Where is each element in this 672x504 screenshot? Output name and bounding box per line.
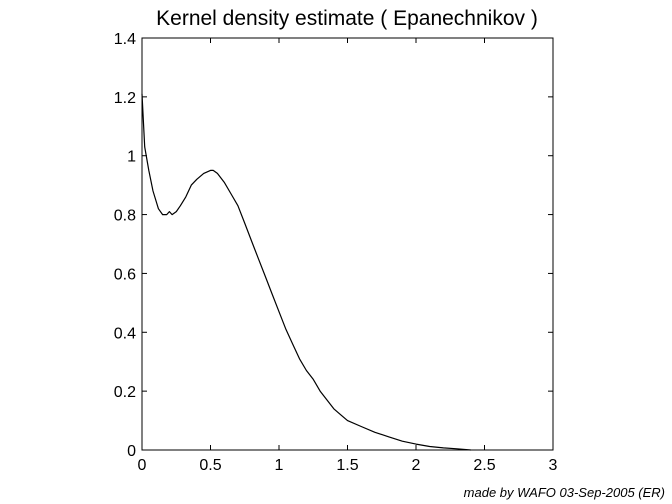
y-tick-label: 1 <box>127 149 136 166</box>
x-tick-label: 3 <box>549 457 558 474</box>
plot-area: 0 0.5 1 1.5 2 2.5 3 0 0.2 0.4 0.6 0.8 1 1.2 1.4 <box>114 31 558 474</box>
y-tick-label: 1.4 <box>114 31 136 48</box>
y-tick-label: 1.2 <box>114 90 136 107</box>
x-tick-label: 2 <box>412 457 421 474</box>
y-tick-label: 0.6 <box>114 266 136 283</box>
y-tick-label: 0.4 <box>114 325 136 342</box>
credit-text: made by WAFO 03-Sep-2005 (ER) <box>464 485 665 500</box>
x-tick-label: 0 <box>138 457 147 474</box>
x-tick-label: 1.5 <box>336 457 358 474</box>
axes-box <box>141 37 554 451</box>
x-tick-label: 0.5 <box>199 457 221 474</box>
y-tick-label: 0 <box>127 443 136 460</box>
chart-title: Kernel density estimate ( Epanechnikov ) <box>156 7 538 30</box>
density-line <box>141 93 471 451</box>
x-tick-label: 1 <box>275 457 284 474</box>
y-tick-label: 0.2 <box>114 384 136 401</box>
x-tick-label: 2.5 <box>473 457 495 474</box>
y-tick-label: 0.8 <box>114 208 136 225</box>
